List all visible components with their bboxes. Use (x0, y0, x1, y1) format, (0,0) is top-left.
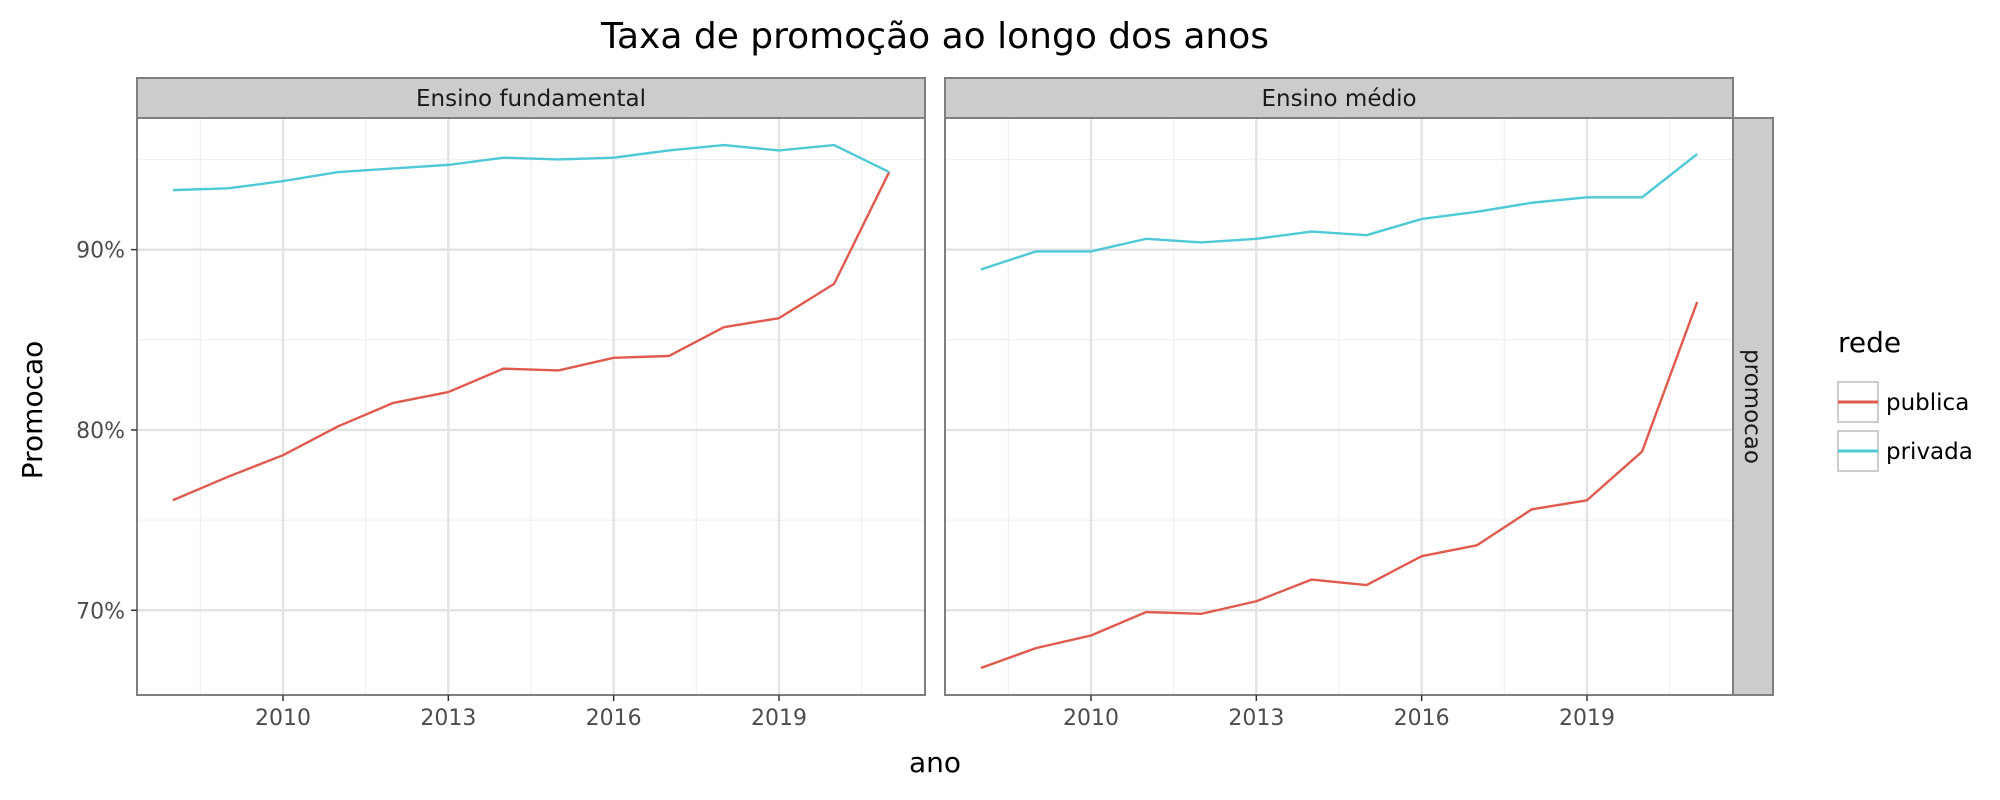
facet-strip (944, 77, 1734, 119)
x-tick-label: 2019 (751, 706, 807, 731)
x-tick-label: 2010 (1063, 706, 1119, 731)
x-tick-label: 2016 (1394, 706, 1450, 731)
y-tick-label: 90% (76, 239, 125, 264)
legend-item-publica: publica (1837, 381, 1969, 423)
y-tick-label: 70% (76, 599, 125, 624)
row-strip-background (1732, 117, 1774, 696)
series-line-publica (980, 301, 1699, 670)
y-axis-title: Promocao (16, 341, 49, 480)
plot-layer: Ensino fundamental 2010 2013 2016 2019 70% 80%… (76, 77, 1774, 731)
x-tick-label: 2010 (255, 706, 311, 731)
legend-label: privada (1886, 439, 1973, 465)
facet-strip (136, 77, 926, 119)
series-line-privada (172, 143, 890, 192)
series-line-privada (980, 153, 1698, 271)
x-tick-label: 2013 (420, 706, 476, 731)
facet-panel-2: Ensino médio 2010 2013 2016 2019 (944, 77, 1734, 731)
row-strip-label: promocao (1739, 349, 1765, 464)
legend-item-privada: privada (1837, 430, 1973, 472)
x-tick-label: 2013 (1228, 706, 1284, 731)
facet-strip-label: Ensino médio (1261, 86, 1416, 112)
row-facet-strip: promocao (1732, 117, 1774, 696)
chart-title: Taxa de promoção ao longo dos anos (600, 16, 1269, 57)
x-tick-label: 2016 (586, 706, 642, 731)
series-line-publica (172, 171, 891, 502)
legend-title: rede (1838, 326, 1901, 359)
facet-strip-label: Ensino fundamental (416, 86, 646, 112)
x-axis-title: ano (909, 746, 961, 779)
legend: rede publica privada (1837, 326, 1973, 472)
legend-label: publica (1886, 390, 1969, 416)
facet-panel-1: Ensino fundamental 2010 2013 2016 2019 70% 80%… (76, 77, 926, 731)
y-tick-label: 80% (76, 419, 125, 444)
x-tick-label: 2019 (1559, 706, 1615, 731)
